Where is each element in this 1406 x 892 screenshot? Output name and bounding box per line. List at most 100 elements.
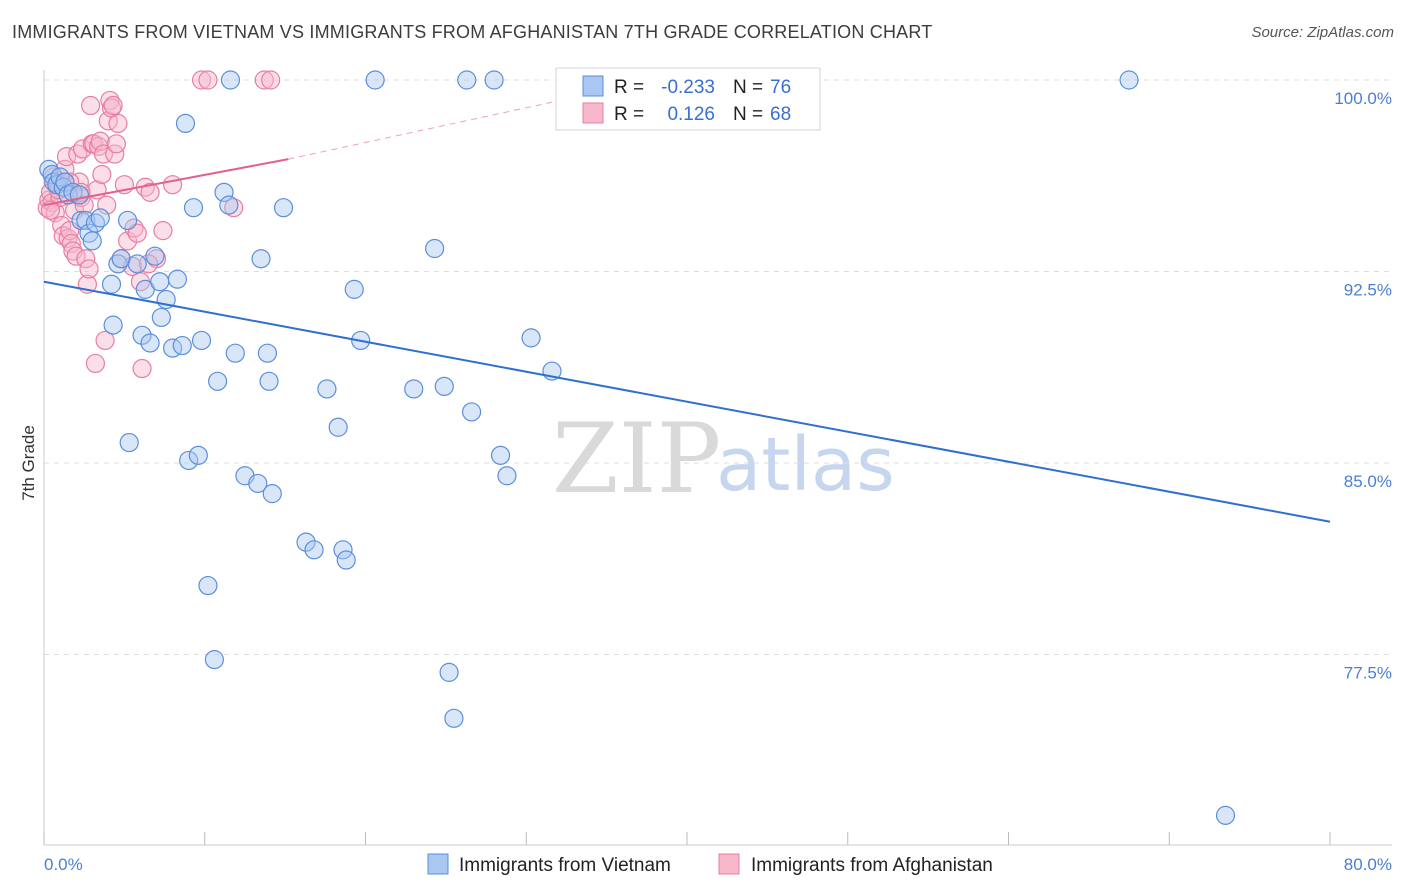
afghanistan-point xyxy=(92,164,112,185)
vietnam-point xyxy=(183,198,204,218)
afghanistan-point xyxy=(105,144,125,164)
bottom-legend-swatch-afghanistan xyxy=(718,853,740,875)
x-tick-label-max: 80.0% xyxy=(1344,855,1392,874)
afghanistan-point xyxy=(138,254,159,274)
vietnam-point xyxy=(191,330,212,351)
vietnam-point xyxy=(444,708,464,728)
vietnam-point xyxy=(82,231,102,251)
legend-swatch-afghanistan xyxy=(582,102,604,124)
afghanistan-point xyxy=(79,259,99,279)
vietnam-point xyxy=(90,208,110,228)
vietnam-point xyxy=(103,315,123,335)
vietnam-point xyxy=(188,445,208,465)
vietnam-point xyxy=(214,182,234,202)
vietnam-point xyxy=(208,371,228,391)
afghanistan-point xyxy=(56,147,77,167)
afghanistan-point xyxy=(108,113,128,134)
afghanistan-point xyxy=(81,95,101,116)
vietnam-point xyxy=(317,379,337,399)
legend-n-label-afghanistan: N = xyxy=(733,104,763,125)
vietnam-point xyxy=(262,484,282,504)
afghanistan-point xyxy=(106,134,126,154)
afghanistan-point xyxy=(127,223,147,243)
legend-n-value-afghanistan: 68 xyxy=(770,104,791,125)
legend-n-value-vietnam: 76 xyxy=(770,77,791,98)
vietnam-point xyxy=(117,210,138,231)
vietnam-point xyxy=(1119,70,1139,90)
afghanistan-point xyxy=(100,90,120,111)
legend-r-label-afghanistan: R = xyxy=(614,104,644,125)
watermark-atlas: atlas xyxy=(716,422,895,508)
vietnam-point xyxy=(225,343,245,363)
vietnam-point xyxy=(304,540,324,560)
vietnam-point xyxy=(204,650,224,670)
vietnam-point xyxy=(127,254,147,274)
vietnam-point xyxy=(145,246,165,266)
vietnam-point xyxy=(248,473,268,494)
vietnam-point xyxy=(497,466,517,486)
vietnam-point xyxy=(108,254,128,274)
vietnam-point xyxy=(333,540,353,560)
x-ticks xyxy=(43,832,1331,845)
series-legend: Immigrants from Vietnam Immigrants from … xyxy=(427,853,993,876)
afghanistan-point xyxy=(74,195,94,215)
vietnam-point xyxy=(132,325,152,345)
afghanistan-trend-line xyxy=(43,158,289,207)
afghanistan-point xyxy=(93,144,114,164)
vietnam-point xyxy=(521,328,541,348)
vietnam-point xyxy=(119,432,139,453)
chart-title: IMMIGRANTS FROM VIETNAM VS IMMIGRANTS FR… xyxy=(12,22,933,42)
vietnam-point xyxy=(151,307,171,328)
vietnam-point xyxy=(404,379,424,399)
vietnam-point xyxy=(39,159,59,179)
vietnam-point xyxy=(425,238,445,259)
vietnam-point xyxy=(220,70,241,90)
afghanistan-point xyxy=(76,249,96,269)
vietnam-point xyxy=(140,333,160,353)
vietnam-point xyxy=(259,371,279,391)
vietnam-point xyxy=(219,195,239,215)
y-tick-label: 85.0% xyxy=(1344,472,1392,491)
vietnam-point xyxy=(55,172,75,192)
watermark-zip: ZIP xyxy=(552,403,721,515)
afghanistan-point xyxy=(254,70,274,90)
y-tick-label: 100.0% xyxy=(1334,89,1392,108)
legend-r-value-vietnam: -0.233 xyxy=(661,77,715,98)
vietnam-point xyxy=(336,550,356,570)
afghanistan-point xyxy=(61,233,81,254)
legend-r-value-afghanistan: 0.126 xyxy=(667,104,715,125)
vietnam-point xyxy=(44,172,64,192)
afghanistan-point xyxy=(191,70,212,90)
vietnam-point xyxy=(175,113,196,134)
legend-swatch-vietnam xyxy=(582,75,604,97)
afghanistan-point xyxy=(132,358,152,379)
afghanistan-point xyxy=(95,330,115,351)
afghanistan-point xyxy=(261,70,281,90)
afghanistan-point xyxy=(198,70,218,90)
vietnam-point xyxy=(344,279,364,299)
afghanistan-point xyxy=(103,95,123,116)
afghanistan-point xyxy=(124,218,144,238)
vietnam-trend-line xyxy=(43,280,1331,523)
afghanistan-point xyxy=(85,353,106,374)
vietnam-point xyxy=(101,274,122,294)
vietnam-point xyxy=(273,198,294,218)
source-label: Source: ZipAtlas.com xyxy=(1251,24,1394,41)
afghanistan-point xyxy=(58,228,78,248)
y-axis-label: 7th Grade xyxy=(19,425,38,501)
afghanistan-point xyxy=(90,131,110,151)
series-vietnam-points xyxy=(39,70,1236,825)
vietnam-point xyxy=(111,249,131,269)
vietnam-point xyxy=(328,417,348,437)
vietnam-point xyxy=(490,445,511,465)
y-tick-labels: 77.5% 85.0% 92.5% 100.0% xyxy=(1334,89,1392,683)
y-tick-label: 92.5% xyxy=(1344,281,1392,300)
vietnam-point xyxy=(179,450,199,471)
vietnam-point xyxy=(69,185,89,205)
bottom-legend-label-vietnam: Immigrants from Vietnam xyxy=(459,855,671,876)
afghanistan-point xyxy=(72,139,93,159)
vietnam-point xyxy=(434,376,454,396)
vietnam-point xyxy=(484,70,504,90)
afghanistan-point xyxy=(140,182,160,202)
